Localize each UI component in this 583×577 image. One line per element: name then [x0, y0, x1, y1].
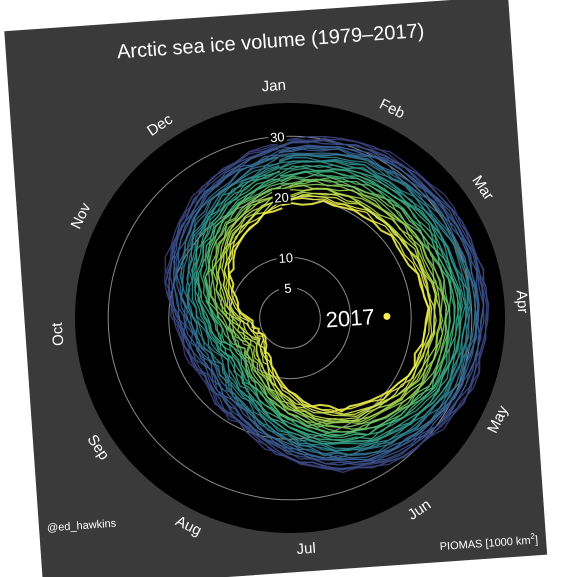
year-line-2015: [227, 195, 431, 415]
year-line-2000: [197, 170, 461, 442]
year-line-2017: [228, 199, 430, 413]
radial-tick-bg-10: [276, 248, 296, 266]
radial-tick-label-20: 20: [274, 190, 289, 206]
year-line-2014: [223, 194, 433, 416]
year-line-2011: [217, 188, 438, 422]
year-line-2004: [204, 176, 451, 433]
year-line-1986: [173, 145, 480, 461]
radial-tick-bg-5: [278, 279, 298, 296]
year-line-1983: [168, 139, 485, 466]
month-label-jul: Jul: [296, 540, 316, 558]
highlight-year-label: 2017: [325, 304, 376, 332]
year-line-1995: [191, 160, 467, 450]
radial-tick-bg-20: [272, 188, 292, 205]
year-line-2002: [202, 171, 456, 437]
radial-tick-label-5: 5: [284, 281, 292, 296]
month-label-apr: Apr: [513, 290, 532, 314]
year-line-1993: [186, 156, 471, 452]
year-line-2010: [215, 187, 442, 423]
source-label-close: ]: [535, 534, 539, 546]
year-line-1991: [181, 153, 472, 456]
radial-tick-bg-30: [267, 128, 287, 145]
year-line-1990: [179, 154, 477, 457]
latest-point-marker: [383, 312, 391, 320]
credit-label: @ed_hawkins: [47, 518, 117, 535]
source-label-sup: 2: [530, 531, 536, 540]
year-line-1999: [196, 167, 460, 441]
year-line-2005: [207, 178, 450, 433]
year-line-2013: [222, 192, 436, 417]
radial-tick-label-30: 30: [270, 129, 285, 145]
month-label-oct: Oct: [49, 321, 68, 346]
year-line-2007: [210, 180, 448, 429]
month-label-jan: Jan: [261, 77, 286, 96]
radial-tick-label-10: 10: [278, 250, 293, 266]
